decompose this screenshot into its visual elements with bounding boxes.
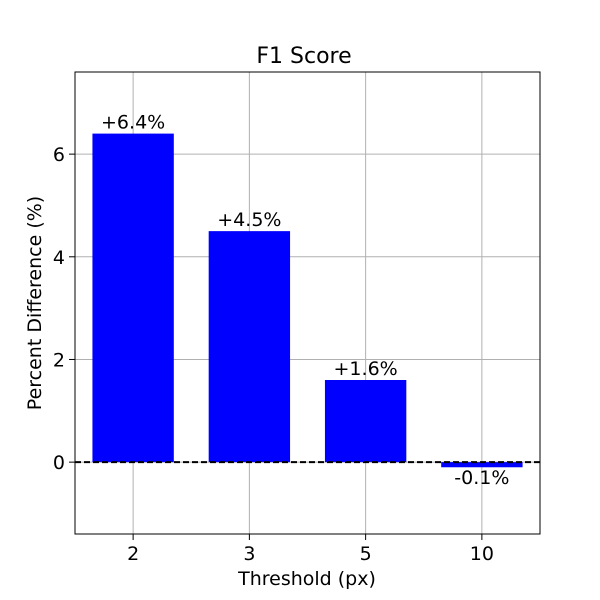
- x-axis-label: Threshold (px): [237, 568, 376, 590]
- x-axis: 2 3 5 10: [127, 534, 494, 565]
- chart-title: F1 Score: [256, 44, 351, 69]
- bar-data-label: +6.4%: [101, 112, 165, 134]
- data-labels: +6.4% +4.5% +1.6% -0.1%: [101, 112, 509, 490]
- x-tick-label: 2: [127, 543, 139, 565]
- x-tick-label: 3: [243, 543, 255, 565]
- plot-frame: [74, 71, 541, 535]
- y-tick-label: 4: [53, 247, 65, 269]
- bar: [208, 231, 291, 463]
- bar-data-label: +1.6%: [334, 358, 398, 380]
- y-tick-label: 6: [53, 144, 65, 166]
- y-axis: 0 2 4 6: [53, 144, 75, 474]
- bar-data-label: -0.1%: [454, 467, 509, 489]
- bar: [92, 133, 174, 463]
- bar-data-label: +4.5%: [217, 209, 281, 231]
- y-axis-label: Percent Difference (%): [24, 196, 46, 410]
- x-tick-label: 5: [360, 543, 372, 565]
- bars-layer: [92, 133, 523, 468]
- bar: [324, 380, 407, 463]
- y-tick-label: 2: [53, 349, 65, 371]
- x-tick-label: 10: [470, 543, 494, 565]
- bar: [441, 462, 523, 468]
- y-tick-label: 0: [53, 452, 65, 474]
